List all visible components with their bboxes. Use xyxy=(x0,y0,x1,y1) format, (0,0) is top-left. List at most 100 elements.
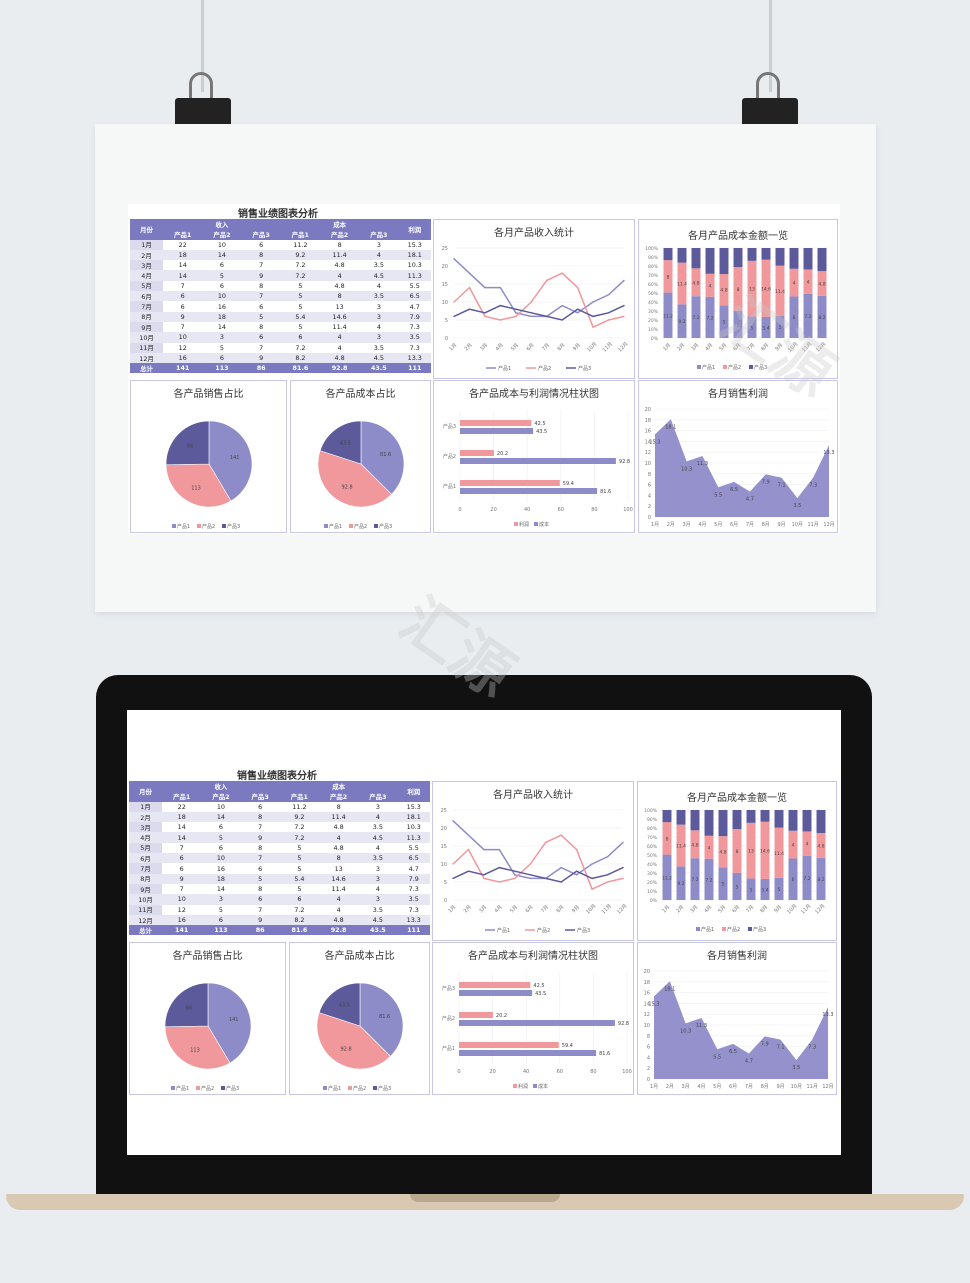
hbar-legend-label: 利润 xyxy=(518,1083,528,1090)
table-cell: 1月 xyxy=(130,239,164,250)
table-cell: 14 xyxy=(162,832,202,843)
stack-bar-segment xyxy=(817,295,827,338)
line-x-tick: 8月 xyxy=(556,342,566,352)
line-x-tick: 2月 xyxy=(463,904,473,914)
table-cell: 6 xyxy=(259,302,264,311)
stack-bar-segment xyxy=(747,248,757,261)
pie-legend-label: 产品2 xyxy=(353,1085,366,1092)
line-series-3 xyxy=(452,866,624,883)
pie-data-label: 86 xyxy=(186,1005,192,1011)
pie-data-label: 86 xyxy=(187,443,193,449)
line-x-tick: 7月 xyxy=(541,342,551,352)
stack-bar-segment xyxy=(802,831,812,856)
table-cell: 9 xyxy=(240,832,280,843)
stack-data-label: 7.2 xyxy=(705,877,712,883)
line-y-tick: 5 xyxy=(444,880,447,886)
pie-data-label: 81.6 xyxy=(380,452,391,458)
table-cell: 14 xyxy=(216,885,225,894)
table-cell: 14.6 xyxy=(319,873,359,884)
sales-pie-title: 各产品销售占比 xyxy=(173,389,244,400)
th-income: 收入 xyxy=(162,781,280,792)
stack-bar-segment xyxy=(719,274,729,306)
table-cell: 16 xyxy=(162,914,202,926)
stack-data-label: 13 xyxy=(749,287,755,293)
stack-bar-segment xyxy=(761,248,771,260)
stack-bar-segment xyxy=(817,248,827,272)
area-x-tick: 12月 xyxy=(823,522,834,528)
table-cell: 8 xyxy=(241,249,281,261)
table-cell: 3月 xyxy=(129,822,163,833)
stacked-chart-title: 各月产品成本金额一览 xyxy=(688,231,788,242)
table-cell: 4.7 xyxy=(409,302,420,311)
th-subheaders: 产品1 产品2 产品3 产品1 产品2 产品3 xyxy=(129,791,430,802)
table-cell: 7 xyxy=(179,885,184,894)
area-x-tick: 4月 xyxy=(697,1084,705,1090)
table-row: 4月 14 5 9 7.2 4 4.5 11.3 xyxy=(129,832,430,843)
hbar-x-tick: 0 xyxy=(457,1069,460,1075)
table-cell: 8月 xyxy=(129,873,163,884)
table-cell: 10.3 xyxy=(406,823,421,832)
line-x-tick: 5月 xyxy=(510,342,520,352)
hbar-data-label: 20.2 xyxy=(497,451,508,457)
hbar-legend-swatch xyxy=(513,1084,517,1088)
line-x-tick: 9月 xyxy=(571,904,581,914)
th-sub-4: 产品2 xyxy=(320,229,360,240)
table-cell: 12月 xyxy=(130,352,164,364)
stack-bar-segment xyxy=(662,810,672,823)
table-row: 3月 14 6 7 7.2 4.8 3.5 10.3 xyxy=(130,260,431,271)
line-point xyxy=(499,319,502,321)
table-cell: 16 xyxy=(217,302,226,311)
table-cell: 4 xyxy=(358,811,398,823)
table-cell: 18 xyxy=(162,811,202,823)
area-data-label: 18.1 xyxy=(665,424,676,430)
table-cell: 8.2 xyxy=(280,352,321,364)
stack-bar-segment xyxy=(733,310,743,338)
area-y-tick: 6 xyxy=(648,483,651,489)
line-point xyxy=(529,863,531,865)
stack-data-label: 5.4 xyxy=(762,325,769,331)
stack-bar-segment xyxy=(774,810,784,828)
table-cell: 18 xyxy=(163,249,203,261)
table-cell: 6月 xyxy=(130,291,164,302)
stack-bar-segment xyxy=(732,829,742,873)
table-cell: 3 xyxy=(375,802,380,811)
area-data-label: 3.5 xyxy=(793,503,801,509)
line-point xyxy=(514,870,516,872)
pie-data-label: 92.8 xyxy=(341,1047,352,1053)
stack-data-label: 4.8 xyxy=(719,850,726,856)
line-point xyxy=(591,877,593,880)
table-cell: 10 xyxy=(217,240,226,249)
table-cell: 5 xyxy=(298,323,303,332)
line-y-tick: 10 xyxy=(441,862,447,868)
stack-y-tick: 80% xyxy=(648,264,659,270)
line-chart-title: 各月产品收入统计 xyxy=(493,790,573,801)
area-y-tick: 4 xyxy=(648,493,651,499)
stack-bar-segment xyxy=(705,296,715,338)
table-cell: 4 xyxy=(319,832,359,843)
stack-bar-segment xyxy=(676,824,686,867)
line-point xyxy=(498,881,501,883)
table-cell: 7 xyxy=(179,843,184,852)
line-point xyxy=(484,286,486,289)
table-cell: 15.3 xyxy=(407,240,422,249)
sales-pie-panel: 各产品销售占比 141 113 86 产品1 产品2 产品3 xyxy=(129,942,286,1095)
table-cell: 3.5 xyxy=(372,905,383,914)
table-cell: 2月 xyxy=(129,811,163,823)
table-body: 1月 22 10 6 11.2 8 3 15.3 2月 18 14 8 9.2 11.4 4 18.1 3月 14… xyxy=(129,801,430,926)
pie-legend-swatch xyxy=(324,524,328,528)
stack-y-tick: 40% xyxy=(648,300,659,306)
stack-legend-swatch xyxy=(748,927,752,931)
line-y-tick: 15 xyxy=(442,282,448,288)
table-row: 6月 6 10 7 5 8 3.5 6.5 xyxy=(129,853,430,864)
line-y-tick: 25 xyxy=(441,808,447,814)
stack-legend-label: 产品1 xyxy=(702,364,715,371)
line-x-tick: 3月 xyxy=(478,904,488,914)
hbar-legend-swatch xyxy=(534,522,538,526)
line-point xyxy=(468,308,471,310)
line-legend-label: 产品3 xyxy=(577,927,590,934)
line-point xyxy=(453,301,455,303)
table-cell: 22 xyxy=(178,240,187,249)
table-cell: 8 xyxy=(240,811,280,823)
table-row: 12月 16 6 9 8.2 4.8 4.5 13.3 xyxy=(130,352,431,364)
cost-pie-title: 各产品成本占比 xyxy=(325,389,396,400)
